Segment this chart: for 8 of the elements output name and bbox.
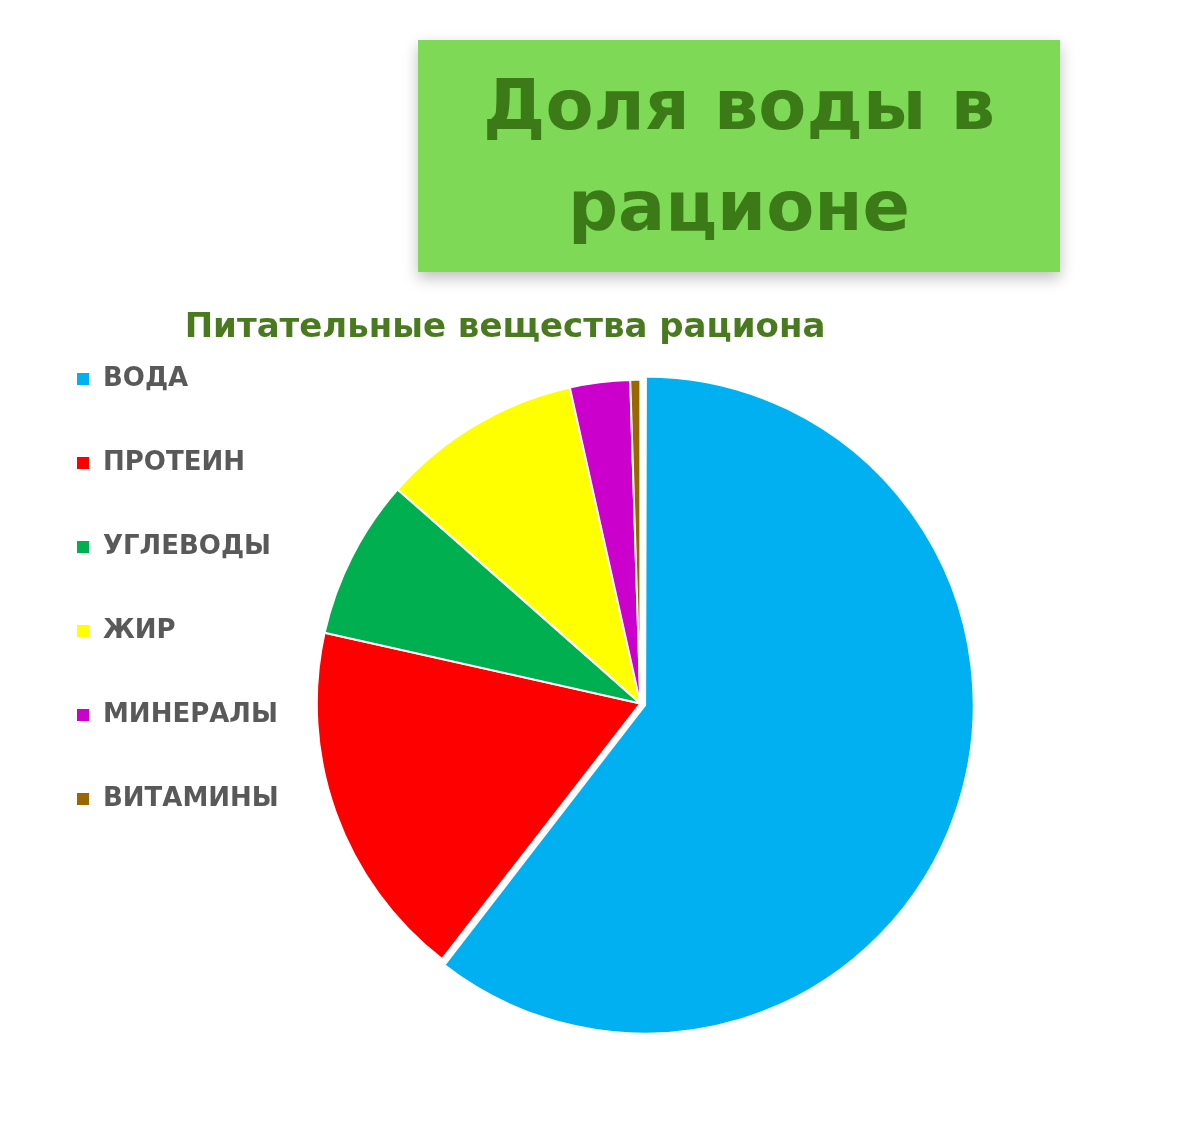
legend-label: УГЛЕВОДЫ (103, 529, 271, 560)
legend-label: ВИТАМИНЫ (103, 781, 279, 812)
legend-label: ПРОТЕИН (103, 445, 245, 476)
legend-label: ЖИР (103, 613, 176, 644)
legend-label: МИНЕРАЛЫ (103, 697, 278, 728)
chart-subtitle: Питательные вещества рациона (184, 305, 826, 346)
legend-label: ВОДА (103, 361, 189, 392)
chart-title: Доля воды в рационе (482, 62, 996, 249)
